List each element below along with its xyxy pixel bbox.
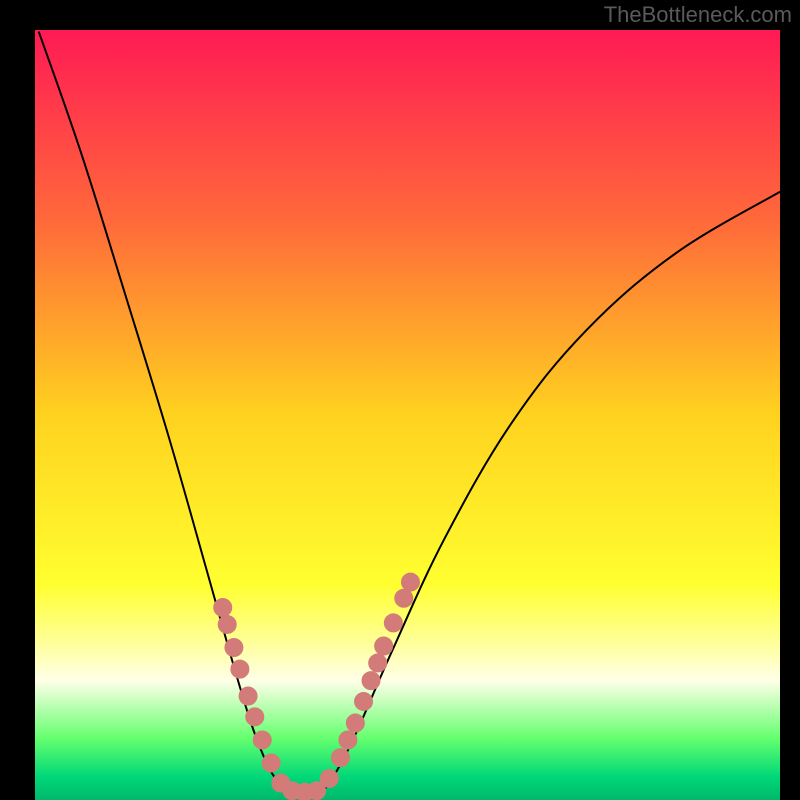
data-marker <box>339 731 357 749</box>
data-marker <box>369 654 387 672</box>
data-marker <box>262 754 280 772</box>
data-marker <box>231 660 249 678</box>
chart-svg <box>35 30 780 800</box>
data-marker <box>346 714 364 732</box>
data-marker <box>401 573 419 591</box>
gradient-background <box>35 30 780 800</box>
data-marker <box>320 769 338 787</box>
data-marker <box>225 639 243 657</box>
data-marker <box>331 749 349 767</box>
watermark-text: TheBottleneck.com <box>604 2 792 28</box>
data-marker <box>253 731 271 749</box>
plot-area <box>35 30 780 800</box>
data-marker <box>395 589 413 607</box>
data-marker <box>246 708 264 726</box>
data-marker <box>362 672 380 690</box>
data-marker <box>218 615 236 633</box>
data-marker <box>214 599 232 617</box>
data-marker <box>239 687 257 705</box>
data-marker <box>375 637 393 655</box>
data-marker <box>384 614 402 632</box>
data-marker <box>355 692 373 710</box>
